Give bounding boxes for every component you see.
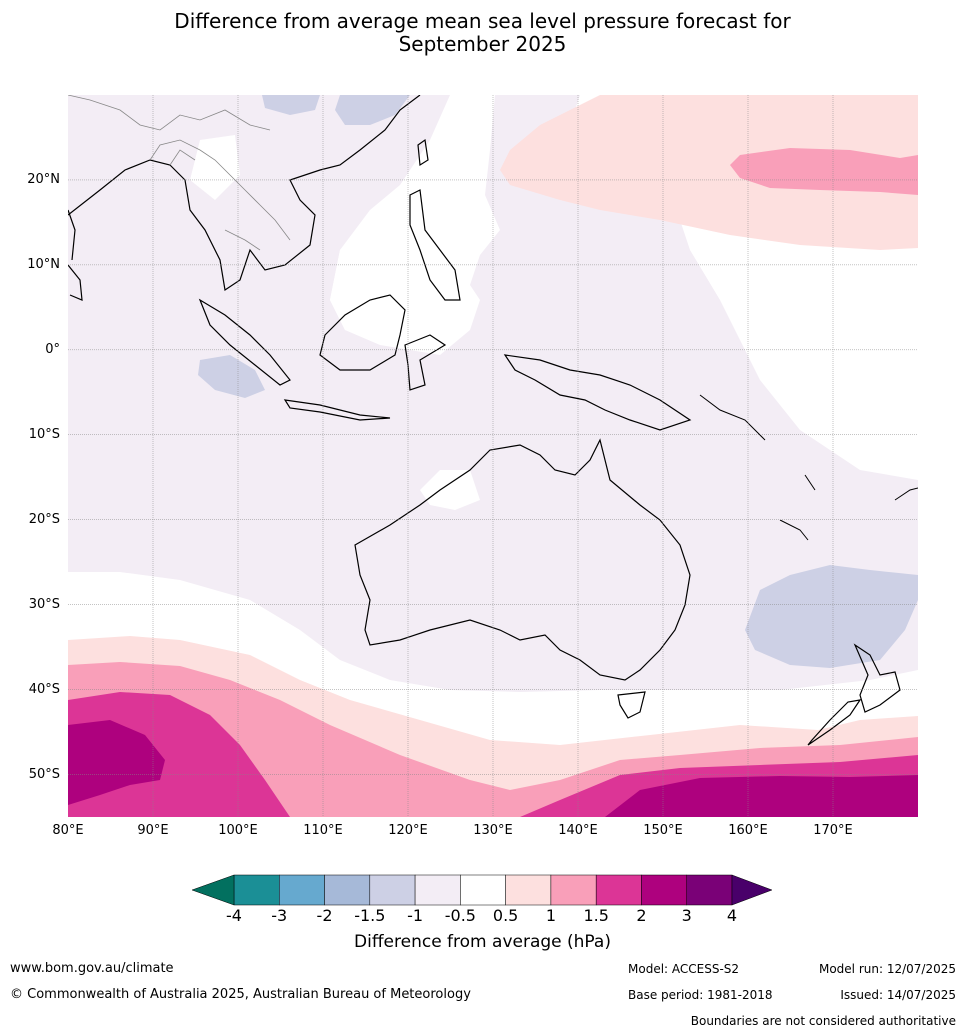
anomaly-region-minus-1-to-minus-1.5-sumatra	[198, 355, 265, 398]
graticule	[68, 95, 918, 817]
footer-disclaimer: Boundaries are not considered authoritat…	[690, 1014, 956, 1028]
colorbar-title: Difference from average (hPa)	[354, 932, 611, 952]
map-area	[68, 95, 918, 817]
longitude-label: 150°E	[643, 823, 683, 838]
colorbar-over-arrow	[731, 874, 773, 906]
neutral-region-nw-australia	[420, 470, 480, 510]
latitude-label: 50°S	[28, 766, 60, 782]
colorbar-tick-label: -1	[407, 906, 424, 925]
sulawesi-coastline	[404, 334, 447, 391]
colorbar-segment	[233, 874, 280, 906]
longitude-label: 160°E	[728, 823, 768, 838]
colorbar-segment	[505, 874, 552, 906]
longitude-label: 120°E	[388, 823, 428, 838]
new-guinea-coastline	[503, 354, 692, 431]
colorbar-segment	[279, 874, 325, 906]
java-coastline	[283, 399, 391, 421]
longitude-label: 140°E	[558, 823, 598, 838]
latitude-label: 20°S	[28, 511, 60, 527]
footer-copyright: © Commonwealth of Australia 2025, Austra…	[10, 987, 471, 1002]
footer-base-period: Base period: 1981-2018	[628, 988, 773, 1002]
colorbar-segment	[414, 874, 461, 906]
country-borders	[68, 95, 291, 251]
title-line-1: Difference from average mean sea level p…	[174, 9, 791, 33]
longitude-label: 170°E	[813, 823, 853, 838]
colorbar-tick-label: 2	[636, 906, 647, 925]
colorbar-segment	[686, 874, 733, 906]
philippines-coastline	[409, 189, 461, 301]
colorbar-tick-label: -3	[271, 906, 288, 925]
colorbar-segment	[369, 874, 416, 906]
chart-title: Difference from average mean sea level p…	[0, 10, 965, 56]
latitude-label: 20°N	[27, 171, 60, 187]
anomaly-region-minus-1-to-minus-1.5-north	[262, 95, 320, 115]
latitude-label: 40°S	[28, 681, 60, 697]
footer-url[interactable]: www.bom.gov.au/climate	[10, 961, 174, 976]
anomaly-region-0.5-to-1-north-pacific	[500, 95, 918, 250]
india-coastline	[68, 209, 83, 301]
new-zealand-coastline	[807, 643, 901, 746]
latitude-label: 10°S	[28, 426, 60, 442]
colorbar	[191, 874, 773, 906]
longitude-label: 130°E	[473, 823, 513, 838]
pacific-islands	[699, 394, 918, 541]
colorbar-tick-label: 0.5	[492, 906, 519, 925]
anomaly-region-1-to-1.5-north-pacific	[730, 148, 918, 195]
colorbar-segment	[641, 874, 687, 906]
anomaly-region-minus-1-to-minus-1.5-taiwan	[335, 95, 410, 125]
latitude-label: 30°S	[28, 596, 60, 612]
tasmania-coastline	[617, 691, 646, 719]
title-line-2: September 2025	[398, 32, 567, 56]
taiwan-coastline	[417, 138, 429, 167]
colorbar-tick-label: -4	[226, 906, 242, 925]
colorbar-segment	[324, 874, 371, 906]
latitude-label: 0°	[45, 341, 60, 357]
colorbar-tick-label: 1.5	[583, 906, 609, 925]
neutral-region-borneo	[330, 180, 480, 340]
anomaly-region-2-to-3-pacific-south	[605, 775, 918, 817]
longitude-label: 80°E	[52, 823, 84, 838]
sumatra-coastline	[198, 298, 291, 386]
colorbar-tick-label: -1.5	[354, 906, 386, 925]
colorbar-segment	[460, 874, 506, 906]
asia-mainland-coastline	[68, 95, 421, 292]
footer-issued: Issued: 14/07/2025	[840, 988, 956, 1002]
colorbar-under-arrow	[191, 874, 235, 906]
colorbar-segment	[550, 874, 597, 906]
longitude-label: 90°E	[137, 823, 169, 838]
latitude-label: 10°N	[27, 256, 60, 272]
anomaly-region-minus-1-to-minus-1.5-tasman	[745, 565, 918, 668]
borneo-coastline	[319, 294, 406, 371]
longitude-label: 110°E	[303, 823, 343, 838]
colorbar-tick-label: -2	[316, 906, 333, 925]
colorbar-tick-label: 3	[681, 906, 692, 925]
australia-coastline	[354, 438, 691, 681]
longitude-label: 100°E	[218, 823, 258, 838]
colorbar-tick-label: -0.5	[444, 906, 476, 925]
footer-model-run: Model run: 12/07/2025	[818, 962, 956, 976]
colorbar-tick-label: 1	[545, 906, 556, 925]
anomaly-region-2-to-3-southern-ocean	[68, 720, 165, 805]
colorbar-segment	[595, 874, 642, 906]
colorbar-tick-label: 4	[726, 906, 738, 925]
footer-model: Model: ACCESS-S2	[628, 962, 740, 976]
